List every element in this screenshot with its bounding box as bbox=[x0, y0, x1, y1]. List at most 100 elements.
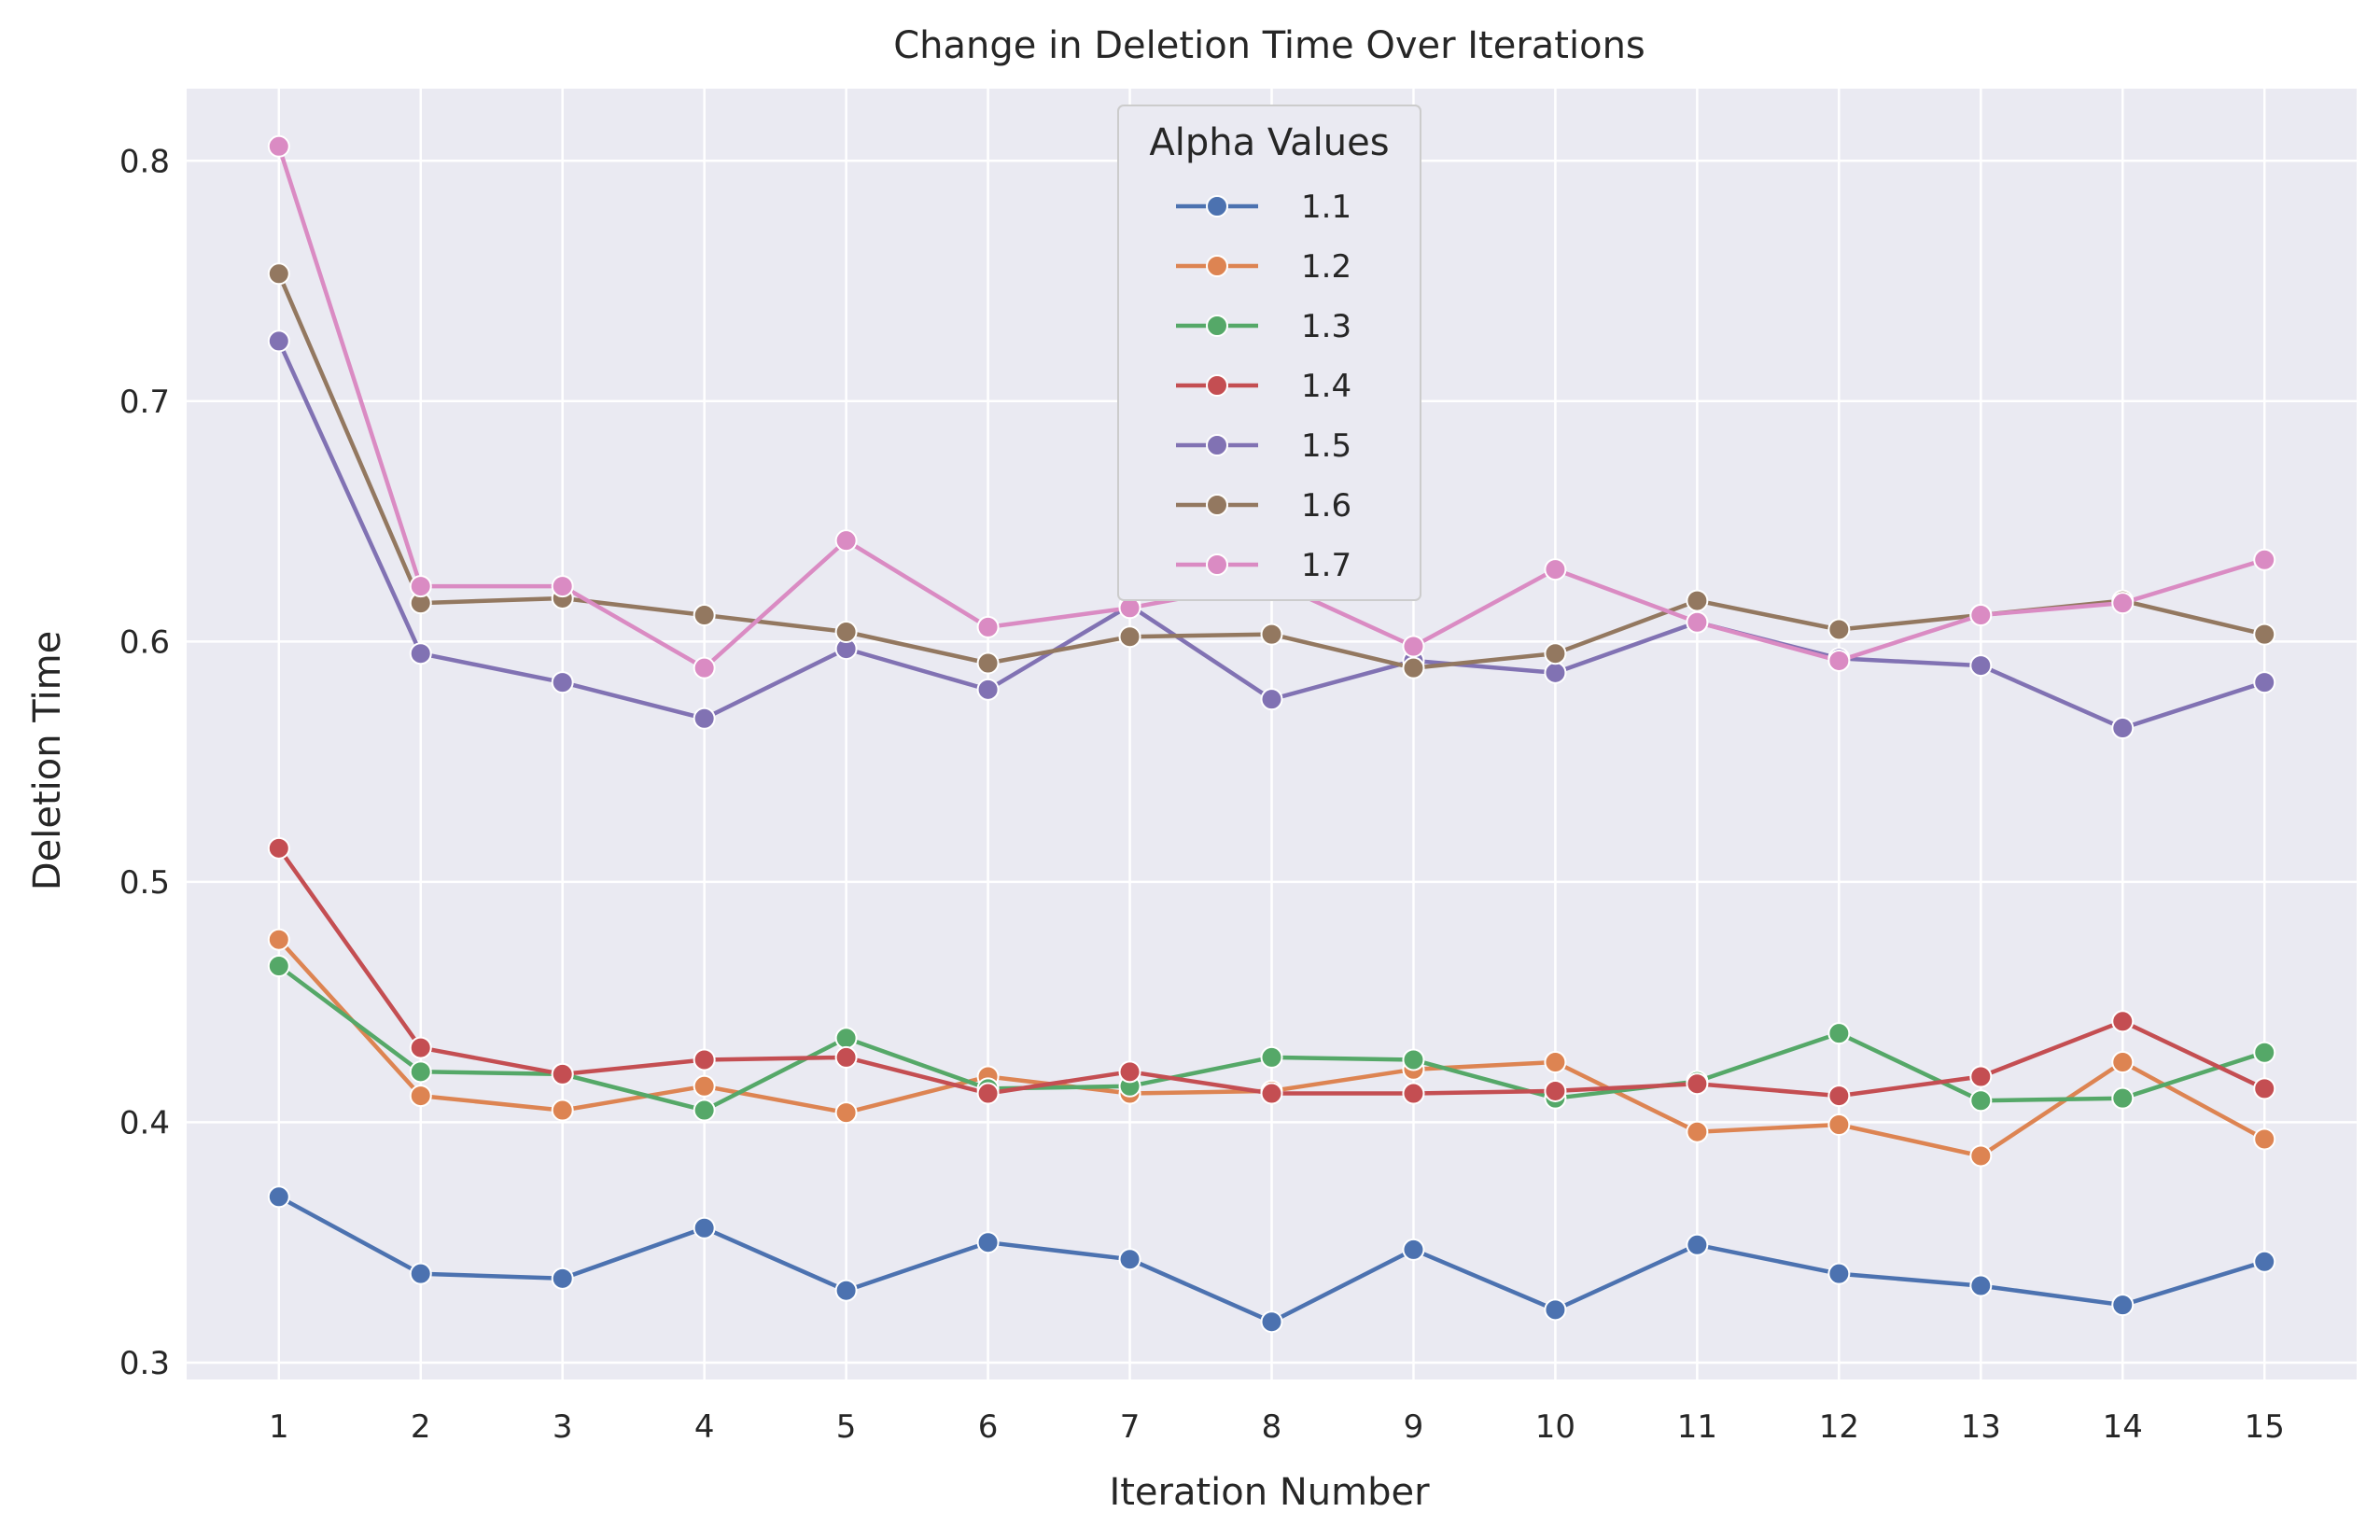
data-point-1.1-13 bbox=[1969, 1274, 1993, 1297]
legend-label-1.4: 1.4 bbox=[1301, 368, 1351, 405]
data-point-1.7-1 bbox=[267, 134, 290, 158]
data-point-1.1-15 bbox=[2253, 1250, 2276, 1273]
legend-title: Alpha Values bbox=[1149, 121, 1389, 164]
y-tick-label-0.6: 0.6 bbox=[119, 623, 170, 661]
data-point-1.7-13 bbox=[1969, 604, 1993, 627]
data-point-1.4-1 bbox=[267, 836, 290, 860]
legend-label-1.3: 1.3 bbox=[1301, 308, 1351, 345]
data-point-1.3-2 bbox=[409, 1060, 432, 1084]
x-tick-label-11: 11 bbox=[1677, 1408, 1717, 1446]
data-point-1.4-15 bbox=[2253, 1077, 2276, 1100]
legend-label-1.7: 1.7 bbox=[1301, 547, 1351, 584]
y-tick-label-0.4: 0.4 bbox=[119, 1104, 170, 1141]
x-tick-label-1: 1 bbox=[269, 1408, 289, 1446]
x-axis-label: Iteration Number bbox=[1109, 1471, 1430, 1514]
data-point-1.6-10 bbox=[1544, 642, 1567, 665]
data-point-1.3-12 bbox=[1827, 1022, 1851, 1045]
data-point-1.4-5 bbox=[834, 1045, 858, 1069]
data-point-1.2-5 bbox=[834, 1101, 858, 1125]
data-point-1.5-10 bbox=[1544, 661, 1567, 684]
data-point-1.5-1 bbox=[267, 329, 290, 353]
data-point-1.7-4 bbox=[693, 656, 716, 679]
data-point-1.2-11 bbox=[1686, 1120, 1709, 1143]
data-point-1.1-1 bbox=[267, 1185, 290, 1209]
data-point-1.1-12 bbox=[1827, 1262, 1851, 1285]
data-point-1.5-2 bbox=[409, 642, 432, 665]
data-point-1.6-12 bbox=[1827, 618, 1851, 641]
data-point-1.5-15 bbox=[2253, 671, 2276, 694]
data-point-1.6-9 bbox=[1402, 656, 1425, 679]
data-point-1.1-11 bbox=[1686, 1233, 1709, 1256]
data-point-1.2-3 bbox=[551, 1099, 574, 1122]
legend-label-1.5: 1.5 bbox=[1301, 427, 1351, 465]
data-point-1.7-6 bbox=[976, 615, 1000, 638]
chart-title: Change in Deletion Time Over Iterations bbox=[893, 24, 1645, 67]
data-point-1.1-7 bbox=[1118, 1248, 1141, 1271]
data-point-1.4-9 bbox=[1402, 1082, 1425, 1105]
data-point-1.4-4 bbox=[693, 1048, 716, 1071]
data-point-1.6-15 bbox=[2253, 623, 2276, 646]
data-point-1.6-1 bbox=[267, 262, 290, 286]
series-points bbox=[267, 134, 2276, 1334]
x-tick-label-3: 3 bbox=[553, 1408, 573, 1446]
data-point-1.3-8 bbox=[1260, 1045, 1283, 1069]
data-point-1.1-3 bbox=[551, 1267, 574, 1290]
y-tick-label-0.3: 0.3 bbox=[119, 1345, 170, 1382]
data-point-1.6-6 bbox=[976, 651, 1000, 675]
data-point-1.3-9 bbox=[1402, 1048, 1425, 1071]
data-point-1.4-14 bbox=[2111, 1010, 2135, 1033]
data-point-1.4-6 bbox=[976, 1082, 1000, 1105]
data-point-1.3-1 bbox=[267, 955, 290, 978]
legend-entries: 1.1 1.2 1.3 1.4 1.5 1.6 1.7 bbox=[1176, 189, 1351, 584]
data-point-1.6-5 bbox=[834, 621, 858, 644]
data-point-1.5-8 bbox=[1260, 688, 1283, 711]
data-point-1.2-12 bbox=[1827, 1113, 1851, 1137]
x-tick-label-6: 6 bbox=[978, 1408, 999, 1446]
data-point-1.7-14 bbox=[2111, 592, 2135, 615]
legend-marker-1.4 bbox=[1206, 374, 1228, 397]
data-point-1.7-3 bbox=[551, 575, 574, 598]
data-point-1.2-4 bbox=[693, 1074, 716, 1098]
data-point-1.3-13 bbox=[1969, 1089, 1993, 1113]
data-point-1.4-12 bbox=[1827, 1085, 1851, 1108]
data-point-1.7-10 bbox=[1544, 558, 1567, 581]
data-point-1.4-8 bbox=[1260, 1082, 1283, 1105]
legend-marker-1.6 bbox=[1206, 494, 1228, 516]
x-tick-label-15: 15 bbox=[2245, 1408, 2285, 1446]
data-point-1.6-7 bbox=[1118, 625, 1141, 649]
data-point-1.3-5 bbox=[834, 1027, 858, 1050]
data-point-1.1-4 bbox=[693, 1216, 716, 1239]
data-point-1.6-11 bbox=[1686, 589, 1709, 612]
y-tick-label-0.7: 0.7 bbox=[119, 384, 170, 421]
x-tick-labels: 1 2 3 4 5 6 7 8 9 10 11 12 13 14 15 bbox=[269, 1408, 2285, 1446]
data-point-1.4-2 bbox=[409, 1036, 432, 1059]
y-tick-label-0.8: 0.8 bbox=[119, 143, 170, 180]
data-point-1.2-14 bbox=[2111, 1051, 2135, 1074]
data-point-1.2-13 bbox=[1969, 1144, 1993, 1168]
data-point-1.3-14 bbox=[2111, 1086, 2135, 1110]
data-point-1.2-10 bbox=[1544, 1051, 1567, 1074]
x-tick-label-4: 4 bbox=[694, 1408, 715, 1446]
x-tick-label-2: 2 bbox=[411, 1408, 431, 1446]
data-point-1.5-4 bbox=[693, 707, 716, 730]
data-point-1.4-11 bbox=[1686, 1072, 1709, 1096]
data-point-1.6-4 bbox=[693, 604, 716, 627]
data-point-1.2-15 bbox=[2253, 1127, 2276, 1151]
data-point-1.2-1 bbox=[267, 928, 290, 951]
data-point-1.7-12 bbox=[1827, 649, 1851, 672]
legend-label-1.2: 1.2 bbox=[1301, 248, 1351, 286]
data-point-1.1-10 bbox=[1544, 1298, 1567, 1322]
data-point-1.7-5 bbox=[834, 529, 858, 553]
legend-marker-1.7 bbox=[1206, 553, 1228, 576]
legend-marker-1.5 bbox=[1206, 434, 1228, 456]
x-tick-label-12: 12 bbox=[1819, 1408, 1859, 1446]
x-tick-label-14: 14 bbox=[2103, 1408, 2143, 1446]
data-point-1.4-7 bbox=[1118, 1060, 1141, 1084]
x-tick-label-13: 13 bbox=[1961, 1408, 2001, 1446]
data-point-1.1-6 bbox=[976, 1231, 1000, 1254]
data-point-1.7-15 bbox=[2253, 548, 2276, 571]
data-point-1.4-10 bbox=[1544, 1079, 1567, 1102]
legend-label-1.6: 1.6 bbox=[1301, 487, 1351, 525]
legend-box bbox=[1117, 105, 1421, 601]
